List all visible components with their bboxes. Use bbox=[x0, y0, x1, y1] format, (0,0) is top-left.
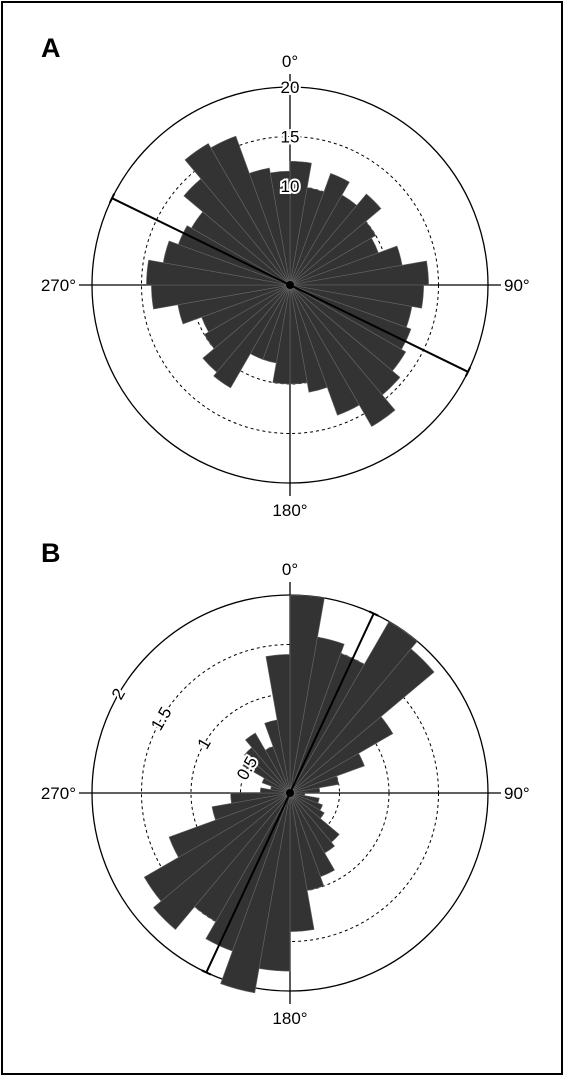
rose-sector-a bbox=[289, 220, 377, 286]
rose-sector-a bbox=[289, 172, 350, 286]
rose-sector-b bbox=[220, 792, 291, 994]
radial-tick-label-b: 1.5 bbox=[147, 704, 175, 734]
direction-label-east-a: 90° bbox=[504, 276, 530, 295]
radial-tick-label-a: 15 bbox=[281, 128, 300, 147]
rose-sector-b bbox=[143, 792, 291, 902]
rose-sector-b bbox=[289, 636, 345, 794]
panel-label-a: A bbox=[41, 33, 61, 63]
direction-label-west-b: 270° bbox=[41, 784, 76, 803]
direction-label-north-a: 0° bbox=[282, 52, 298, 71]
rose-sector-a bbox=[213, 284, 291, 389]
radial-tick-label-b: 2 bbox=[108, 685, 129, 703]
direction-label-south-b: 180° bbox=[272, 1009, 307, 1028]
rose-sector-b bbox=[289, 621, 418, 794]
rose-sector-b bbox=[265, 654, 291, 794]
rose-sector-a bbox=[202, 284, 291, 373]
rose-sector-a bbox=[289, 260, 429, 286]
rose-sector-b bbox=[289, 648, 435, 794]
rose-sector-a bbox=[162, 240, 291, 286]
rose-sector-b bbox=[211, 792, 291, 821]
direction-label-north-b: 0° bbox=[282, 560, 298, 579]
mean-direction-line-b bbox=[205, 613, 375, 973]
rose-sector-b bbox=[153, 792, 291, 930]
rose-sector-b bbox=[289, 787, 321, 794]
rose-sector-a bbox=[289, 284, 360, 416]
panel-label-b: B bbox=[41, 538, 61, 568]
mean-direction-tick-b bbox=[368, 610, 379, 617]
rose-sector-a bbox=[269, 170, 291, 286]
rose-sector-a bbox=[289, 284, 396, 427]
rose-sector-a bbox=[184, 143, 291, 286]
radial-tick-label-a: 20 bbox=[281, 78, 300, 97]
direction-label-east-b: 90° bbox=[504, 784, 530, 803]
direction-label-west-a: 270° bbox=[41, 276, 76, 295]
rose-sector-b bbox=[230, 792, 291, 804]
rose-sector-b bbox=[245, 732, 291, 794]
mean-direction-line-a bbox=[111, 197, 469, 373]
mean-direction-tick-a bbox=[464, 366, 472, 377]
rose-sector-a bbox=[177, 225, 291, 286]
mean-direction-tick-b bbox=[201, 969, 212, 976]
rose-sector-b bbox=[168, 792, 291, 858]
rose-sector-b bbox=[289, 716, 394, 794]
radial-tick-label-b: 1 bbox=[194, 735, 215, 753]
rose-sector-a bbox=[289, 193, 382, 286]
rose-sector-b bbox=[289, 752, 365, 794]
direction-label-south-a: 180° bbox=[272, 501, 307, 520]
radial-tick-label-a: 10 bbox=[281, 177, 300, 196]
rose-sector-a bbox=[203, 284, 291, 350]
mean-direction-tick-a bbox=[108, 193, 116, 204]
rose-sector-a bbox=[248, 167, 291, 286]
rose-sector-b bbox=[289, 775, 340, 794]
rose-sector-a bbox=[289, 284, 328, 393]
rose-sector-a bbox=[210, 135, 291, 286]
